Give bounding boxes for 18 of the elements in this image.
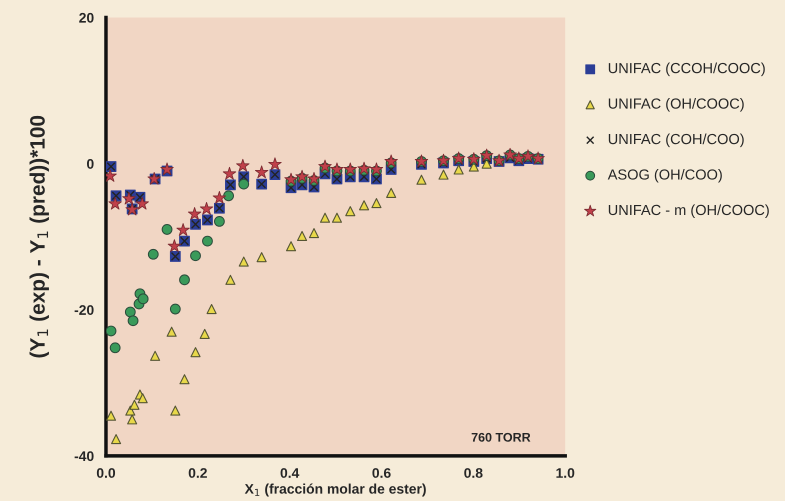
annotation: 760 TORR <box>472 432 530 442</box>
x-axis-title: X$_{1}$ (fracción molar de ester) <box>244 483 426 497</box>
y-tick-label: 0 <box>86 158 94 169</box>
y-axis-title: (Y$_{1}$ (exp) - Y$_{1}$ (pred))*100 <box>30 116 49 358</box>
legend-label: UNIFAC - m (OH/COOC) <box>608 204 769 218</box>
x-tick-label: 0.4 <box>280 468 300 478</box>
x-tick-label: 0.8 <box>464 468 483 478</box>
x-tick-label: 0.0 <box>96 468 116 478</box>
legend-label: UNIFAC (OH/COOC) <box>608 98 744 112</box>
y-tick-label: 20 <box>79 12 94 23</box>
legend-label: ASOG (OH/COO) <box>608 168 722 183</box>
x-tick-label: 0.2 <box>188 468 207 478</box>
legend-label: UNIFAC (COH/COO) <box>608 133 744 148</box>
x-tick-label: 1.0 <box>556 468 574 478</box>
y-tick-label: -40 <box>74 451 94 462</box>
x-tick-label: 0.6 <box>372 468 391 478</box>
legend-label: UNIFAC (CCOH/COOC) <box>608 62 765 76</box>
y-tick-label: -20 <box>74 305 94 315</box>
